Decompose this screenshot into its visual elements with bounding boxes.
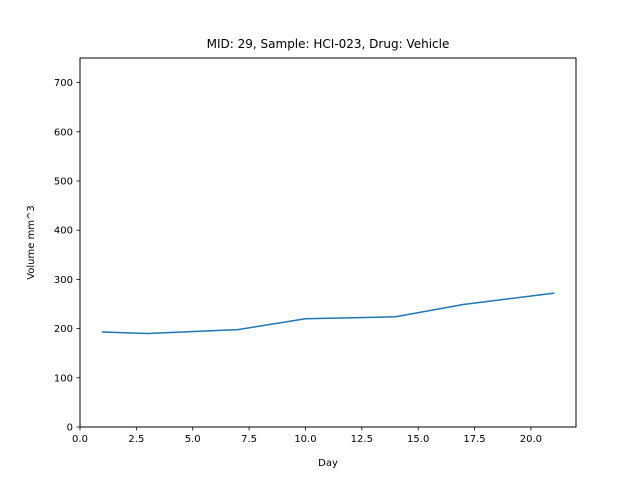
y-tick-label: 400 xyxy=(54,226,73,237)
y-tick-label: 600 xyxy=(54,127,73,138)
x-tick-label: 5.0 xyxy=(185,434,201,445)
y-tick-label: 100 xyxy=(54,373,73,384)
x-tick-label: 7.5 xyxy=(241,434,257,445)
x-tick-label: 0.0 xyxy=(72,434,88,445)
x-tick-label: 15.0 xyxy=(407,434,429,445)
axes-frame xyxy=(79,57,577,428)
y-tick-label: 700 xyxy=(54,78,73,89)
y-tick-label: 0 xyxy=(67,423,73,434)
x-tick-label: 2.5 xyxy=(128,434,144,445)
y-axis-label: Volume mm^3 xyxy=(26,205,37,280)
x-tick-label: 10.0 xyxy=(294,434,316,445)
chart-title: MID: 29, Sample: HCI-023, Drug: Vehicle xyxy=(207,37,450,51)
plot-area xyxy=(101,292,555,335)
x-tick-label: 17.5 xyxy=(463,434,485,445)
y-tick-label: 500 xyxy=(54,177,73,188)
x-axis-label: Day xyxy=(318,458,338,469)
y-tick-label: 200 xyxy=(54,324,73,335)
x-tick-label: 20.0 xyxy=(520,434,542,445)
x-tick-label: 12.5 xyxy=(351,434,373,445)
y-tick-label: 300 xyxy=(54,275,73,286)
